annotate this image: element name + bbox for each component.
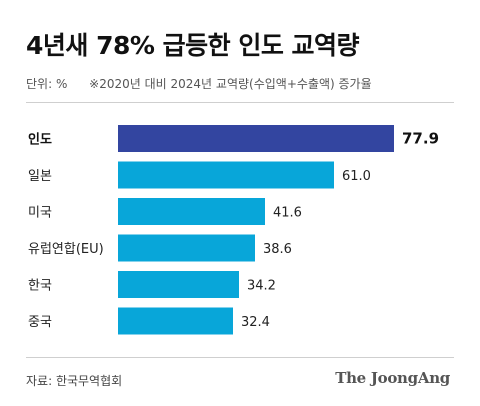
chart-note: ※2020년 대비 2024년 교역량(수입액+수출액) 증가율 — [89, 77, 372, 91]
bar — [118, 161, 334, 189]
bar-chart: 인도 77.9 일본 61.0 미국 41.6 유럽연합(EU) 38.6 한국 34.2 중국 32… — [28, 125, 439, 335]
category-label: 중국 — [28, 315, 52, 330]
value-label: 32.4 — [241, 315, 270, 330]
bar — [118, 125, 394, 152]
value-label: 61.0 — [342, 169, 371, 184]
bar — [118, 271, 239, 298]
unit-label: 단위: % — [26, 77, 68, 91]
brand-logo: The JoongAng — [335, 369, 450, 387]
bar — [118, 198, 265, 225]
bottom-divider — [26, 357, 454, 358]
value-label: 34.2 — [247, 279, 276, 294]
chart-title: 4년새 78% 급등한 인도 교역량 — [26, 31, 360, 60]
value-label: 77.9 — [402, 130, 439, 148]
source-label: 자료: 한국무역협회 — [26, 374, 123, 388]
bar — [118, 234, 255, 262]
category-label: 인도 — [28, 132, 52, 148]
category-label: 일본 — [28, 169, 52, 184]
top-divider — [26, 102, 454, 103]
category-label: 한국 — [28, 279, 52, 294]
value-label: 38.6 — [263, 242, 292, 257]
bar — [118, 307, 233, 335]
category-label: 유럽연합(EU) — [28, 242, 104, 257]
category-label: 미국 — [28, 206, 52, 221]
value-label: 41.6 — [273, 206, 302, 221]
chart-subtitle: 단위: % ※2020년 대비 2024년 교역량(수입액+수출액) 증가율 — [26, 75, 466, 92]
